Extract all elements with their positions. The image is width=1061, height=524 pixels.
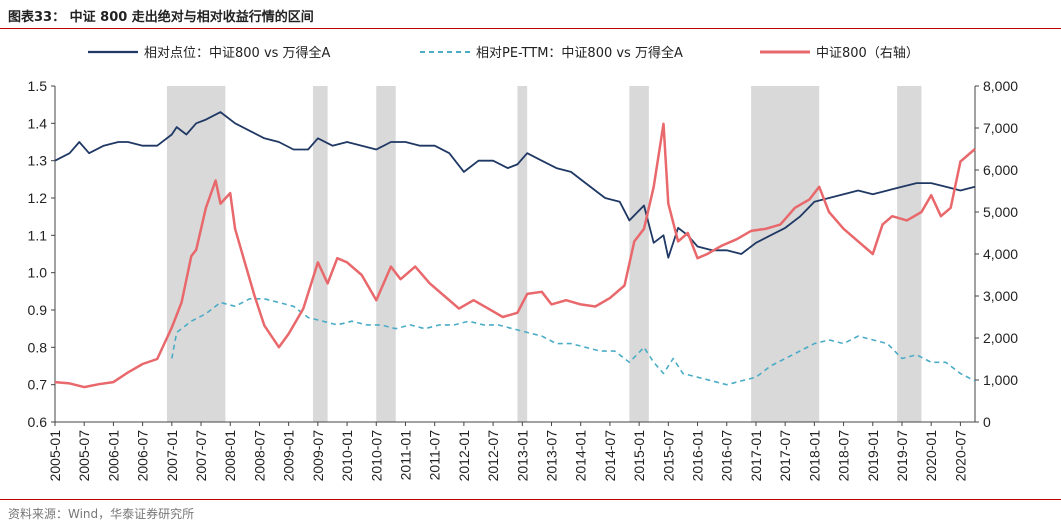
x-tick-label: 2006-01 [105, 430, 121, 482]
left-tick-label: 1.0 [28, 265, 48, 281]
right-tick-label: 8,000 [983, 78, 1018, 94]
x-tick-label: 2008-07 [251, 430, 267, 482]
shaded-period [312, 86, 328, 422]
x-tick-label: 2020-07 [952, 430, 968, 482]
x-tick-label: 2008-01 [222, 430, 238, 482]
right-tick-label: 5,000 [983, 204, 1018, 220]
x-tick-label: 2015-01 [631, 430, 647, 482]
x-tick-label: 2018-01 [806, 430, 822, 482]
x-tick-label: 2007-01 [164, 430, 180, 482]
right-tick-label: 4,000 [983, 246, 1018, 262]
x-tick-label: 2013-01 [514, 430, 530, 482]
shaded-period [629, 86, 649, 422]
left-tick-label: 0.7 [28, 377, 48, 393]
shaded-period [376, 86, 396, 422]
series-line-2 [171, 298, 976, 386]
x-tick-label: 2020-01 [923, 430, 939, 482]
left-tick-label: 1.1 [28, 227, 48, 243]
legend-label-3: 中证800（右轴） [816, 46, 919, 61]
x-tick-label: 2019-07 [894, 430, 910, 482]
shaded-period [897, 86, 922, 422]
shaded-period [166, 86, 226, 422]
x-tick-label: 2018-07 [836, 430, 852, 482]
x-tick-label: 2017-01 [748, 430, 764, 482]
left-tick-label: 1.5 [28, 78, 48, 94]
left-tick-label: 1.4 [28, 115, 48, 131]
x-tick-label: 2019-01 [865, 430, 881, 482]
left-tick-label: 1.2 [28, 190, 48, 206]
x-tick-label: 2015-07 [660, 430, 676, 482]
x-tick-label: 2007-07 [193, 430, 209, 482]
figure-title: 图表33： 中证 800 走出绝对与相对收益行情的区间 [8, 10, 314, 25]
chart: 1.5 1.4 1.3 1.2 1.1 1.0 0.9 0.8 0.7 0.6 8,000 7,000… [28, 45, 1019, 481]
left-tick-label: 0.9 [28, 302, 48, 318]
left-tick-label: 1.3 [28, 153, 48, 169]
x-tick-label: 2014-07 [602, 430, 618, 482]
shaded-periods [166, 86, 922, 422]
title-rule [0, 28, 1061, 29]
x-tick-label: 2010-07 [368, 430, 384, 482]
x-tick-label: 2005-07 [76, 430, 92, 482]
x-tick-label: 2011-07 [427, 430, 443, 481]
left-tick-label: 0.8 [28, 339, 48, 355]
series-line-1 [54, 111, 976, 259]
legend: 相对点位：中证800 vs 万得全A 相对PE-TTM：中证800 vs 万得全A… [88, 45, 919, 61]
series-lines [54, 111, 976, 389]
legend-label-1: 相对点位：中证800 vs 万得全A [144, 45, 331, 61]
right-tick-label: 6,000 [983, 162, 1018, 178]
x-tick-label: 2011-01 [397, 430, 413, 481]
left-tick-label: 0.6 [28, 414, 48, 430]
source-note: 资料来源：Wind，华泰证券研究所 [8, 507, 195, 521]
x-tick-label: 2013-07 [544, 430, 560, 482]
right-tick-label: 0 [983, 414, 991, 430]
right-tick-label: 3,000 [983, 288, 1018, 304]
legend-label-2: 相对PE-TTM：中证800 vs 万得全A [476, 45, 683, 61]
x-tick-label: 2012-01 [456, 430, 472, 482]
axes: 1.5 1.4 1.3 1.2 1.1 1.0 0.9 0.8 0.7 0.6 8,000 7,000… [28, 78, 1019, 481]
x-tick-label: 2009-07 [310, 430, 326, 482]
bottom-rule [0, 499, 1061, 500]
right-tick-label: 2,000 [983, 330, 1018, 346]
x-tick-label: 2010-01 [339, 430, 355, 482]
x-tick-label: 2016-07 [719, 430, 735, 482]
series-line-3 [54, 122, 976, 389]
x-tick-label: 2016-01 [690, 430, 706, 482]
x-tick-label: 2006-07 [135, 430, 151, 482]
right-tick-label: 1,000 [983, 372, 1018, 388]
x-tick-label: 2014-01 [573, 430, 589, 482]
x-tick-label: 2017-07 [777, 430, 793, 482]
shaded-period [751, 86, 820, 422]
shaded-period [517, 86, 528, 422]
x-tick-label: 2005-01 [47, 430, 63, 482]
right-tick-label: 7,000 [983, 120, 1018, 136]
x-tick-label: 2012-07 [485, 430, 501, 482]
x-tick-label: 2009-01 [281, 430, 297, 482]
